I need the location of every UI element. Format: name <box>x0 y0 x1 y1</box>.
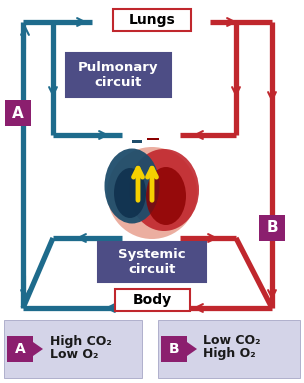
Ellipse shape <box>105 149 160 224</box>
FancyBboxPatch shape <box>7 336 33 362</box>
FancyBboxPatch shape <box>65 53 171 97</box>
Polygon shape <box>187 342 197 356</box>
FancyBboxPatch shape <box>259 215 285 241</box>
Text: High O₂: High O₂ <box>203 347 256 360</box>
FancyBboxPatch shape <box>5 100 31 126</box>
Text: B: B <box>169 342 179 356</box>
FancyBboxPatch shape <box>98 242 206 282</box>
Text: High CO₂: High CO₂ <box>50 334 112 347</box>
Ellipse shape <box>146 167 186 225</box>
Text: Body: Body <box>133 293 171 307</box>
FancyBboxPatch shape <box>113 9 191 31</box>
Text: A: A <box>12 105 24 121</box>
FancyBboxPatch shape <box>161 336 187 362</box>
Text: Lungs: Lungs <box>129 13 175 27</box>
Text: A: A <box>15 342 25 356</box>
Ellipse shape <box>129 149 199 231</box>
Polygon shape <box>33 342 43 356</box>
FancyBboxPatch shape <box>158 320 300 378</box>
Text: Pulmonary
circuit: Pulmonary circuit <box>78 61 158 89</box>
Text: Low O₂: Low O₂ <box>50 347 98 360</box>
Ellipse shape <box>114 168 146 218</box>
Text: B: B <box>266 221 278 236</box>
FancyBboxPatch shape <box>132 140 142 143</box>
FancyBboxPatch shape <box>115 289 189 311</box>
Text: Low CO₂: Low CO₂ <box>203 334 261 347</box>
Text: Systemic
circuit: Systemic circuit <box>118 248 186 276</box>
Ellipse shape <box>107 147 197 239</box>
FancyBboxPatch shape <box>147 138 159 140</box>
FancyBboxPatch shape <box>4 320 142 378</box>
